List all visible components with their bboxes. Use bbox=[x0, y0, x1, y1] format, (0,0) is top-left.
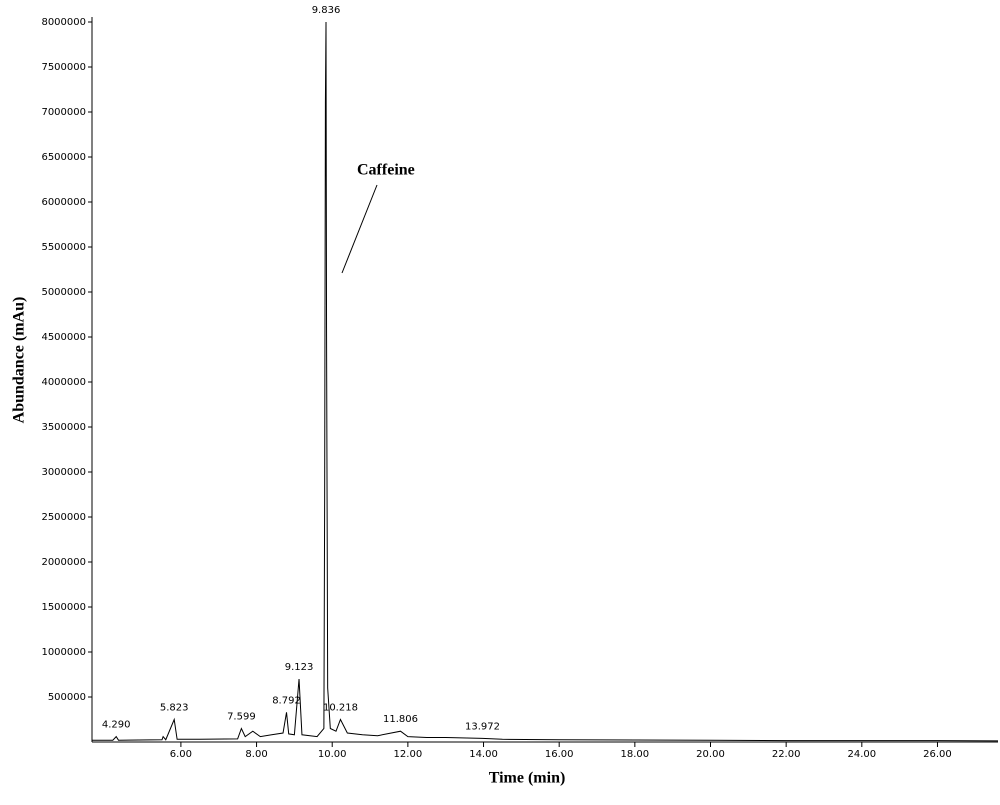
y-tick-label: 5000000 bbox=[41, 287, 86, 298]
peak-label: 4.290 bbox=[102, 720, 131, 731]
x-tick-label: 22.00 bbox=[772, 749, 801, 760]
y-tick-label: 1000000 bbox=[41, 647, 86, 658]
y-tick-label: 2500000 bbox=[41, 512, 86, 523]
y-axis-title: Abundance (mAu) bbox=[11, 297, 28, 424]
peak-label: 5.823 bbox=[160, 703, 189, 714]
x-tick-label: 6.00 bbox=[170, 749, 192, 760]
x-tick-label: 18.00 bbox=[621, 749, 650, 760]
y-tick-label: 4500000 bbox=[41, 332, 86, 343]
y-tick-label: 5500000 bbox=[41, 242, 86, 253]
x-tick-label: 14.00 bbox=[469, 749, 498, 760]
y-tick-label: 7500000 bbox=[41, 62, 86, 73]
y-tick-label: 2000000 bbox=[41, 557, 86, 568]
peak-label: 8.792 bbox=[272, 695, 301, 706]
y-tick-label: 500000 bbox=[48, 692, 86, 703]
compound-label: Caffeine bbox=[357, 162, 415, 179]
y-tick-label: 6500000 bbox=[41, 152, 86, 163]
y-tick-label: 3000000 bbox=[41, 467, 86, 478]
peak-label: 10.218 bbox=[323, 703, 358, 714]
y-tick-label: 8000000 bbox=[41, 17, 86, 28]
x-axis-title: Time (min) bbox=[489, 770, 566, 787]
peak-label: 9.123 bbox=[285, 662, 314, 673]
x-tick-label: 24.00 bbox=[847, 749, 876, 760]
y-tick-label: 1500000 bbox=[41, 602, 86, 613]
x-tick-label: 20.00 bbox=[696, 749, 725, 760]
trace bbox=[92, 21, 999, 742]
peak-label: 11.806 bbox=[383, 714, 418, 725]
x-tick-label: 12.00 bbox=[394, 749, 423, 760]
peak-label: 13.972 bbox=[465, 721, 500, 732]
y-tick-label: 3500000 bbox=[41, 422, 86, 433]
y-tick-label: 7000000 bbox=[41, 107, 86, 118]
y-tick-label: 6000000 bbox=[41, 197, 86, 208]
peak-label: 7.599 bbox=[227, 712, 256, 723]
x-tick-label: 8.00 bbox=[245, 749, 267, 760]
y-tick-label: 4000000 bbox=[41, 377, 86, 388]
x-tick-label: 26.00 bbox=[923, 749, 952, 760]
x-tick-label: 10.00 bbox=[318, 749, 347, 760]
annotation-arrow bbox=[341, 184, 378, 274]
peak-label: 9.836 bbox=[312, 5, 341, 16]
x-tick-label: 16.00 bbox=[545, 749, 574, 760]
